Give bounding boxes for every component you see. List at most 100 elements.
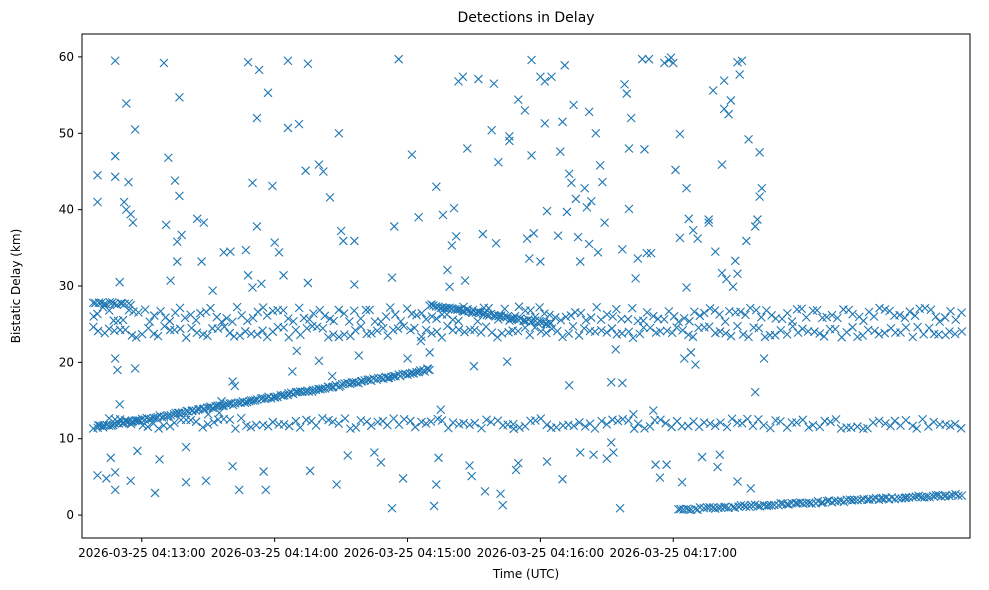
data-point [613, 416, 623, 426]
y-tick-label: 0 [66, 508, 74, 522]
data-point [166, 276, 175, 286]
data-point [608, 312, 618, 321]
data-point [640, 423, 649, 433]
data-point [492, 332, 502, 342]
data-point [745, 303, 755, 313]
data-point [682, 283, 691, 292]
data-point [153, 331, 163, 341]
data-point [385, 303, 395, 312]
data-point [88, 424, 98, 433]
data-point [912, 424, 922, 433]
data-point [171, 408, 180, 418]
data-point [759, 354, 769, 363]
data-point [511, 465, 521, 475]
data-point [900, 313, 910, 323]
data-point [919, 330, 929, 339]
data-point [291, 416, 301, 426]
data-point [710, 328, 720, 338]
data-point [710, 421, 720, 431]
data-point [180, 313, 190, 323]
data-point [110, 151, 120, 161]
data-point [308, 385, 318, 395]
data-point [276, 390, 286, 400]
data-point [294, 303, 304, 313]
data-point [830, 324, 840, 334]
data-point [459, 418, 468, 428]
data-point [449, 203, 459, 213]
data-point [584, 107, 594, 117]
data-point [593, 248, 603, 257]
data-point [526, 306, 535, 315]
data-point [704, 215, 714, 224]
data-point [427, 312, 437, 321]
data-point [467, 471, 477, 481]
data-point [263, 88, 273, 98]
data-point [429, 501, 439, 511]
data-point [132, 415, 141, 425]
data-point [173, 408, 183, 418]
data-point [398, 474, 408, 483]
data-point [421, 325, 431, 335]
data-point [648, 311, 658, 321]
data-point [726, 331, 736, 341]
data-point [453, 304, 463, 314]
data-point [357, 376, 367, 386]
data-point [110, 485, 120, 495]
data-point [460, 276, 470, 286]
data-point [437, 416, 447, 425]
data-point [782, 330, 792, 339]
data-point [754, 323, 764, 333]
data-point [305, 466, 315, 476]
data-point [305, 315, 314, 324]
data-point [127, 331, 137, 340]
data-point [230, 381, 240, 391]
data-point [287, 367, 297, 376]
data-point [934, 330, 943, 339]
data-point [733, 269, 742, 279]
data-point [175, 324, 185, 334]
data-point [741, 502, 751, 512]
data-point [924, 323, 934, 333]
data-point [819, 332, 829, 341]
data-point [848, 309, 857, 319]
data-point [197, 257, 206, 266]
data-point [134, 308, 143, 317]
data-point [684, 330, 693, 340]
data-point [529, 228, 539, 238]
data-point [592, 302, 602, 312]
data-point [655, 473, 665, 483]
data-point [387, 273, 397, 282]
data-point [268, 417, 278, 427]
data-point [274, 248, 284, 257]
data-point [908, 421, 918, 431]
data-point [334, 419, 344, 429]
data-point [940, 313, 950, 322]
data-point [551, 422, 561, 432]
data-point [743, 414, 752, 424]
data-point [93, 326, 103, 336]
data-point [810, 327, 819, 337]
chart-title: Detections in Delay [457, 10, 594, 26]
data-point [104, 306, 114, 315]
data-point [243, 57, 253, 67]
data-point [931, 312, 941, 322]
data-point [155, 454, 164, 464]
data-point [303, 59, 313, 69]
data-point [213, 324, 223, 334]
data-point [629, 409, 638, 419]
data-point [540, 309, 549, 318]
data-point [427, 300, 436, 309]
data-point [540, 76, 550, 86]
data-point [349, 280, 359, 289]
data-point [225, 415, 235, 425]
data-point [760, 332, 770, 342]
data-point [243, 270, 253, 280]
data-point [520, 105, 530, 115]
data-point [192, 214, 202, 224]
data-point [623, 314, 633, 324]
data-point [717, 268, 727, 278]
data-point [808, 306, 818, 316]
data-point [787, 317, 797, 326]
data-point [822, 312, 832, 322]
